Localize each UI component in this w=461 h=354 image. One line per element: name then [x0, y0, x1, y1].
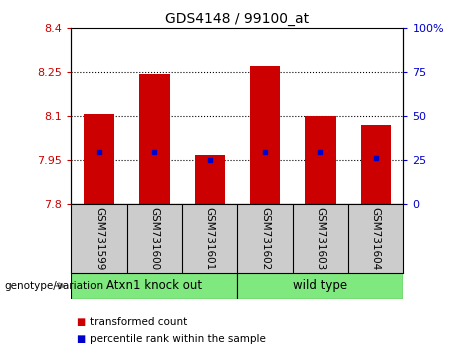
Text: ■: ■	[76, 316, 85, 327]
Text: GSM731603: GSM731603	[315, 207, 325, 270]
Text: percentile rank within the sample: percentile rank within the sample	[90, 334, 266, 344]
Bar	[195, 155, 225, 204]
Text: genotype/variation: genotype/variation	[5, 281, 104, 291]
Bar	[237, 273, 403, 299]
Text: wild type: wild type	[293, 279, 348, 292]
Title: GDS4148 / 99100_at: GDS4148 / 99100_at	[165, 12, 309, 26]
Bar	[250, 66, 280, 204]
Bar	[71, 273, 237, 299]
Bar	[361, 125, 391, 204]
Bar	[84, 114, 114, 204]
Bar	[305, 116, 336, 204]
Text: transformed count: transformed count	[90, 316, 187, 327]
Text: GSM731600: GSM731600	[149, 207, 160, 270]
Text: Atxn1 knock out: Atxn1 knock out	[106, 279, 202, 292]
Text: GSM731599: GSM731599	[94, 207, 104, 270]
Text: GSM731604: GSM731604	[371, 207, 381, 270]
Text: GSM731601: GSM731601	[205, 207, 215, 270]
Text: GSM731602: GSM731602	[260, 207, 270, 270]
Text: ■: ■	[76, 334, 85, 344]
Bar	[139, 74, 170, 204]
